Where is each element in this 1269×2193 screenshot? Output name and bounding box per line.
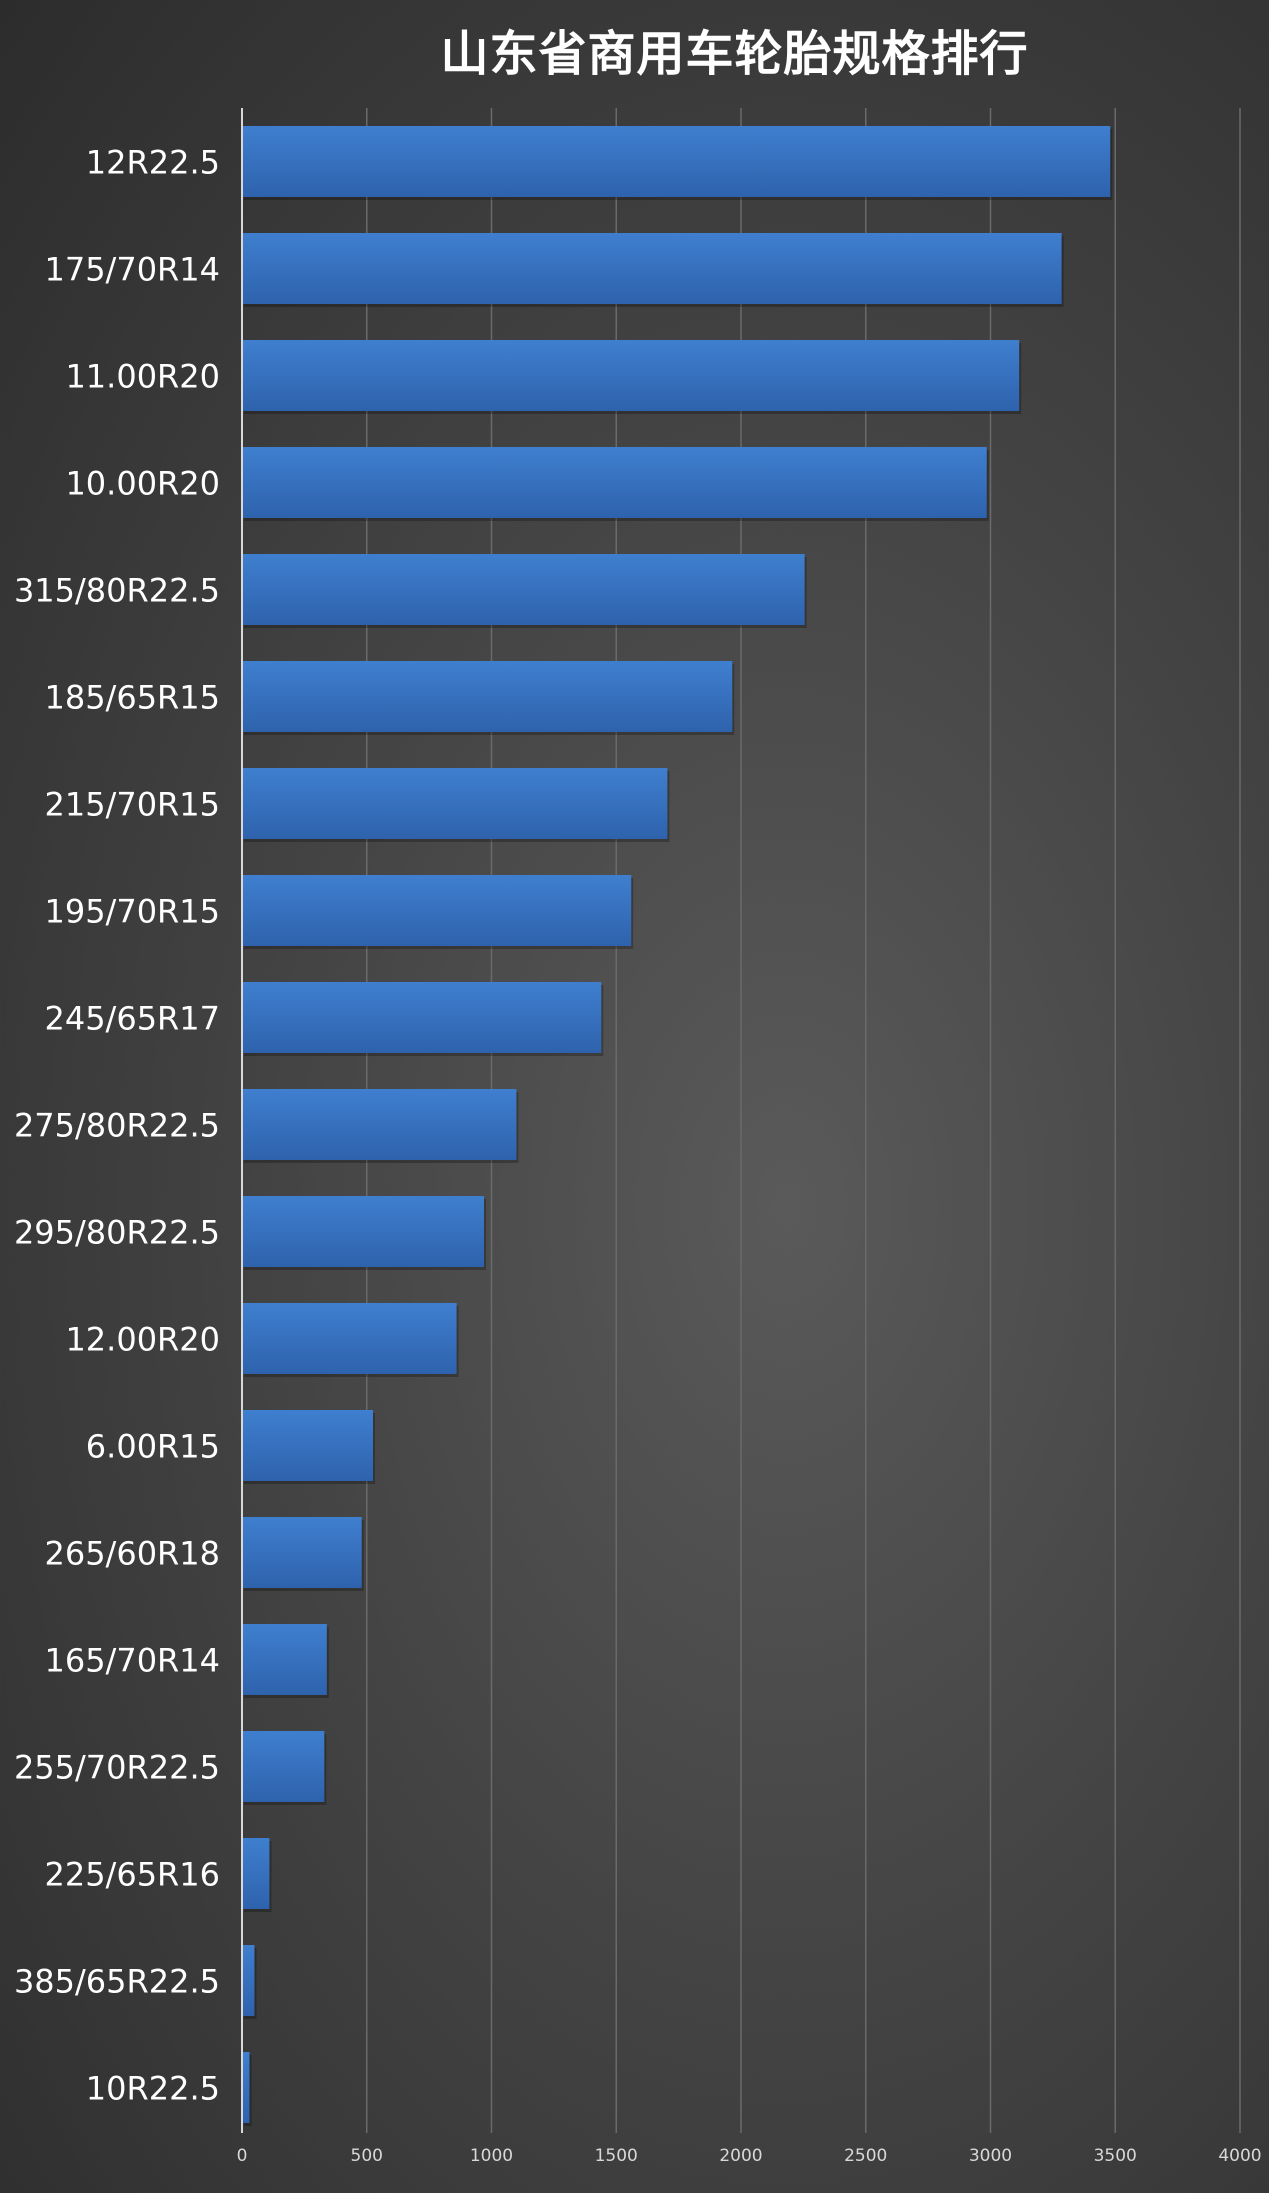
category-label: 185/65R15 (44, 679, 220, 717)
category-label: 175/70R14 (44, 251, 220, 289)
bar (242, 1517, 362, 1588)
category-label: 295/80R22.5 (14, 1214, 220, 1252)
x-tick-label: 3000 (969, 2146, 1012, 2166)
bar (242, 554, 805, 625)
bar (242, 340, 1020, 411)
category-label: 245/65R17 (44, 1000, 220, 1038)
x-tick-label: 500 (351, 2146, 383, 2166)
bar (242, 982, 602, 1053)
category-label: 195/70R15 (44, 893, 220, 931)
bar (242, 1838, 270, 1909)
category-label: 12.00R20 (65, 1321, 220, 1359)
bar (242, 2052, 250, 2123)
bar (242, 1303, 457, 1374)
bar (242, 1624, 327, 1695)
x-tick-label: 2500 (844, 2146, 887, 2166)
x-tick-label: 0 (237, 2146, 248, 2166)
bar (242, 233, 1062, 304)
category-label: 265/60R18 (44, 1535, 220, 1573)
category-label: 165/70R14 (44, 1642, 220, 1680)
category-label: 6.00R15 (86, 1428, 220, 1466)
x-tick-label: 3500 (1094, 2146, 1137, 2166)
category-label: 385/65R22.5 (14, 1963, 220, 2001)
gridlines (366, 108, 1241, 2133)
category-label: 255/70R22.5 (14, 1749, 220, 1787)
bar (242, 875, 632, 946)
bar (242, 768, 668, 839)
bar (242, 1089, 517, 1160)
category-label: 10.00R20 (65, 465, 220, 503)
bars (242, 126, 1113, 2126)
category-label: 215/70R15 (44, 786, 220, 824)
category-label: 275/80R22.5 (14, 1107, 220, 1145)
category-label: 225/65R16 (44, 1856, 220, 1894)
category-labels: 12R22.5 175/70R14 11.00R20 10.00R20 315/80R2… (14, 144, 220, 2108)
bar (242, 447, 987, 518)
x-tick-labels: 0 500 1000 1500 2000 2500 3000 3500 4000 (237, 2146, 1262, 2166)
bar (242, 1731, 325, 1802)
x-tick-label: 4000 (1218, 2146, 1261, 2166)
bar (242, 1196, 485, 1267)
chart-title: 山东省商用车轮胎规格排行 (440, 26, 1029, 82)
category-label: 12R22.5 (86, 144, 220, 182)
bar (242, 126, 1111, 197)
category-label: 10R22.5 (86, 2070, 220, 2108)
category-label: 11.00R20 (65, 358, 220, 396)
x-tick-label: 1000 (470, 2146, 513, 2166)
x-tick-label: 1500 (595, 2146, 638, 2166)
bar (242, 661, 733, 732)
bar (242, 1945, 255, 2016)
bar (242, 1410, 373, 1481)
category-label: 315/80R22.5 (14, 572, 220, 610)
x-tick-label: 2000 (719, 2146, 762, 2166)
